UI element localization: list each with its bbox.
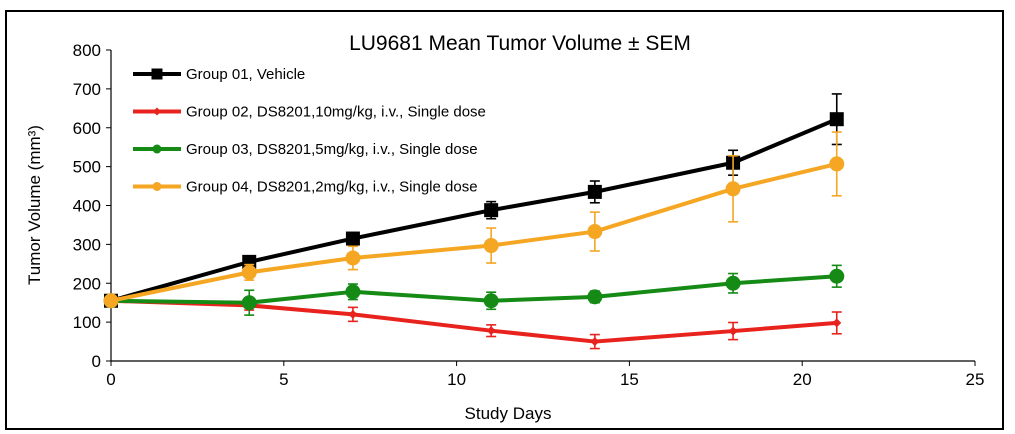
legend-swatch-marker [151,68,163,80]
legend-label: Group 03, DS8201,5mg/kg, i.v., Single do… [186,141,478,158]
tick-labels: 0 100 200 300 400 500 600 700 800 0 5 10 15 20 25 [73,41,985,389]
data-point [103,293,119,309]
x-tick-label: 10 [447,370,466,389]
y-tick-label: 600 [73,119,101,138]
data-point [829,268,845,284]
data-point [590,337,600,347]
y-tick-label: 400 [73,197,101,216]
x-tick-label: 15 [620,370,639,389]
legend-label: Group 02, DS8201,10mg/kg, i.v., Single d… [186,104,486,121]
y-tick-label: 300 [73,235,101,254]
legend-swatch-marker [152,182,162,191]
data-point [483,238,499,254]
x-tick-label: 0 [106,370,115,389]
data-point [587,184,602,199]
y-axis-label: Tumor Volume (mm³) [25,125,44,285]
x-tick-label: 25 [966,370,985,389]
data-point [348,309,358,319]
data-point [483,293,499,309]
legend-entry-4: Group 04, DS8201,2mg/kg, i.v., Single do… [133,179,478,196]
data-point [345,250,361,266]
y-tick-label: 100 [73,313,101,332]
x-axis-label: Study Days [465,404,552,423]
axes [110,50,975,362]
legend-entry-1: Group 01, Vehicle [133,66,305,83]
data-point [345,284,361,300]
x-tick-label: 20 [793,370,812,389]
series-line [110,298,837,344]
data-point [728,326,738,336]
data-point [587,289,603,305]
data-point [241,264,257,280]
data-point [484,203,499,218]
data-point [829,112,844,127]
chart-title: LU9681 Mean Tumor Volume ± SEM [349,32,691,55]
legend-label: Group 01, Vehicle [186,66,305,83]
y-tick-label: 500 [73,158,101,177]
data-point [832,318,842,328]
data-point [829,156,845,172]
chart-frame [5,10,1004,430]
series-4 [103,131,845,309]
legend-entry-3: Group 03, DS8201,5mg/kg, i.v., Single do… [133,141,478,158]
y-tick-label: 800 [73,41,101,60]
y-tick-label: 200 [73,274,101,293]
x-tick-label: 5 [279,370,288,389]
data-point [345,231,360,246]
legend: Group 01, Vehicle Group 02, DS8201,10mg/k… [133,66,486,196]
legend-label: Group 04, DS8201,2mg/kg, i.v., Single do… [186,179,478,196]
data-point [725,275,741,291]
data-point [241,295,257,311]
y-tick-label: 0 [92,352,101,371]
legend-entry-2: Group 02, DS8201,10mg/kg, i.v., Single d… [133,104,486,121]
y-tick-label: 700 [73,80,101,99]
legend-swatch-marker [152,144,162,154]
data-point [725,181,741,197]
series-layer [103,93,845,350]
data-point [486,326,496,336]
legend-swatch-marker [153,107,161,116]
data-point [587,224,603,240]
